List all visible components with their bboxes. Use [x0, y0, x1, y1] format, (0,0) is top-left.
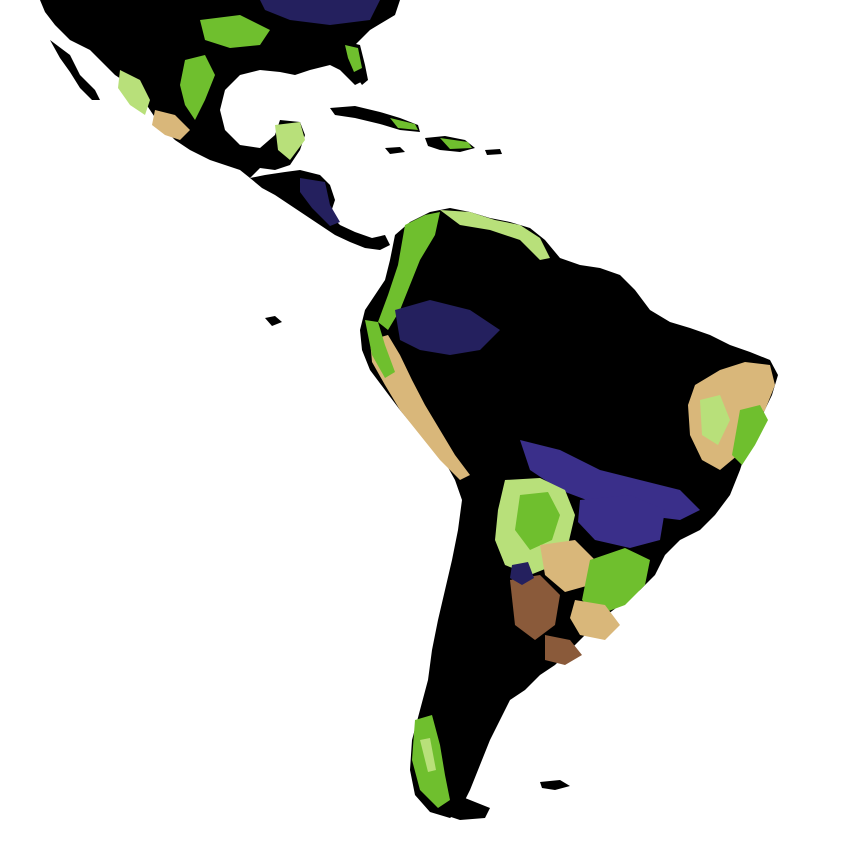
landmass-north-america [40, 0, 400, 178]
veg-uruguay [570, 600, 620, 640]
veg-ne-brazil-interior [700, 395, 730, 445]
veg-cuba [390, 118, 418, 130]
veg-andes-north [378, 212, 440, 330]
veg-mexico-west [118, 70, 150, 115]
veg-ne-brazil-caatinga [688, 362, 775, 470]
veg-mexico-east [180, 55, 215, 120]
veg-ne-brazil-coast [732, 405, 768, 465]
veg-yucatan [275, 122, 305, 160]
veg-amazon-west [395, 300, 500, 355]
veg-dark-spot [510, 562, 534, 585]
veg-venezuela-coast [440, 210, 550, 260]
veg-central-america [300, 178, 340, 226]
veg-andes-ecuador [365, 320, 395, 378]
veg-south-brazil [582, 548, 650, 615]
veg-andes-central [370, 335, 470, 480]
veg-pampas-west [510, 575, 560, 640]
landmass-falklands [540, 780, 570, 790]
vegetation-layer [118, 0, 775, 808]
veg-chile-fjords [420, 738, 436, 772]
veg-amazon-south [520, 440, 700, 520]
veg-argentina-north [540, 540, 595, 592]
veg-mexico-central [152, 110, 190, 140]
veg-us-south [200, 15, 270, 48]
veg-us-north [260, 0, 380, 25]
landmass-galapagos [265, 316, 282, 326]
veg-chaco-core [515, 492, 560, 550]
veg-florida [345, 45, 362, 72]
veg-parana [578, 495, 665, 548]
landmass-jamaica [385, 147, 405, 154]
landmass-tierra-del-fuego [440, 798, 490, 820]
veg-pampas-east [545, 635, 582, 665]
landmass-baja [50, 40, 100, 100]
landmass-puerto-rico [485, 149, 502, 155]
veg-hispaniola [440, 138, 472, 149]
